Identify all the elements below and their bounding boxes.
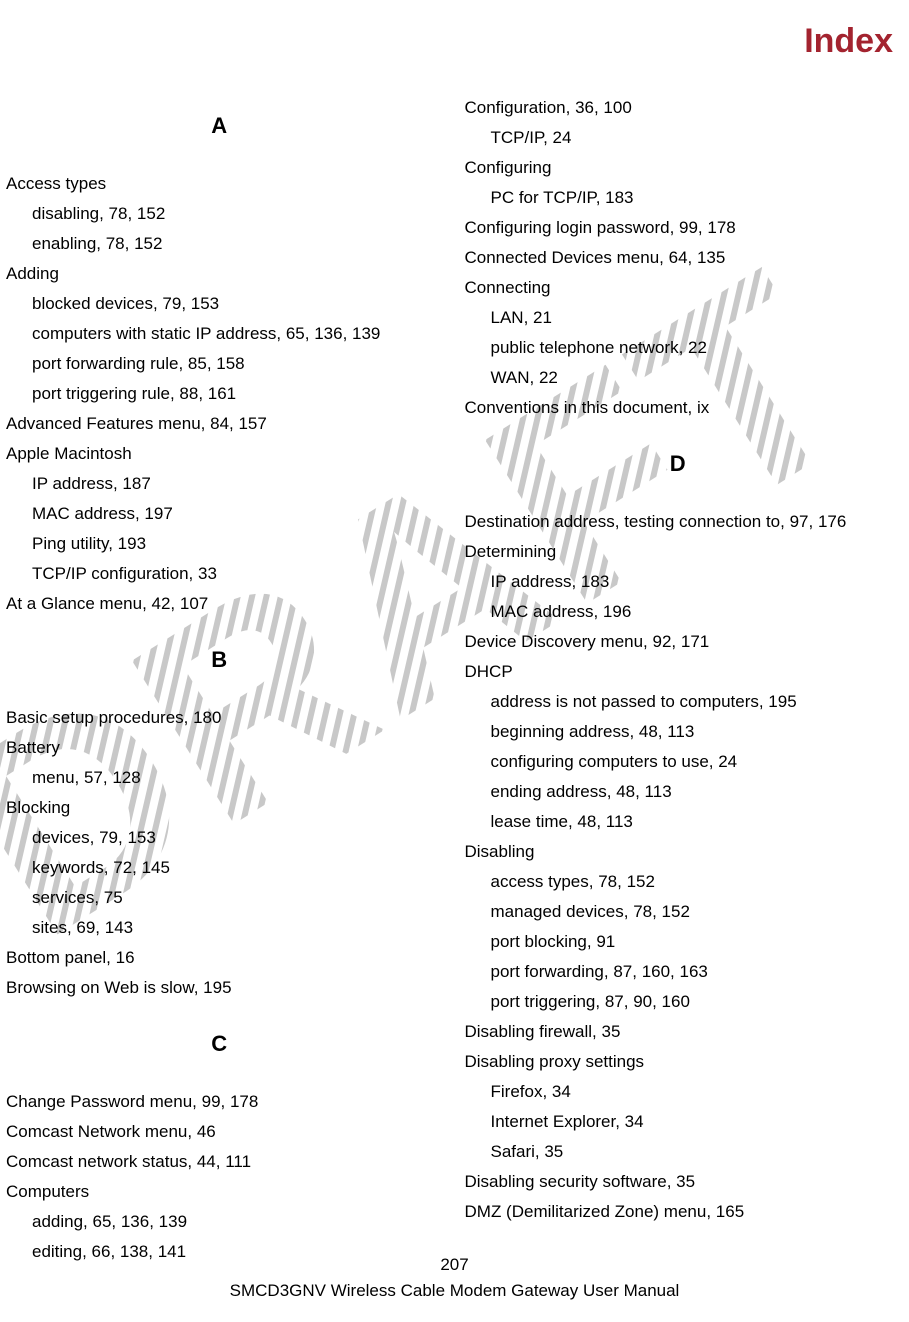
index-subentry: menu, 57, 128 — [6, 763, 433, 793]
index-subentry: LAN, 21 — [465, 303, 892, 333]
index-right-column: Configuration, 36, 100TCP/IP, 24Configur… — [443, 85, 902, 1267]
manual-title: SMCD3GNV Wireless Cable Modem Gateway Us… — [0, 1278, 909, 1304]
index-entry: Determining — [465, 537, 892, 567]
index-subentry: services, 75 — [6, 883, 433, 913]
index-entry: Basic setup procedures, 180 — [6, 703, 433, 733]
index-entry: Blocking — [6, 793, 433, 823]
index-entry: Computers — [6, 1177, 433, 1207]
index-subentry: access types, 78, 152 — [465, 867, 892, 897]
index-entry: Bottom panel, 16 — [6, 943, 433, 973]
index-entry: Destination address, testing connection … — [465, 507, 892, 537]
section-head-a: A — [6, 113, 433, 139]
index-subentry: managed devices, 78, 152 — [465, 897, 892, 927]
index-subentry: WAN, 22 — [465, 363, 892, 393]
index-entry: Access types — [6, 169, 433, 199]
index-entry: Battery — [6, 733, 433, 763]
index-entry: Connected Devices menu, 64, 135 — [465, 243, 892, 273]
index-entry: Disabling proxy settings — [465, 1047, 892, 1077]
index-entry: Advanced Features menu, 84, 157 — [6, 409, 433, 439]
index-entry: Browsing on Web is slow, 195 — [6, 973, 433, 1003]
index-subentry: address is not passed to computers, 195 — [465, 687, 892, 717]
index-entry: Disabling — [465, 837, 892, 867]
index-subentry: MAC address, 196 — [465, 597, 892, 627]
section-head-b: B — [6, 647, 433, 673]
index-entry: Comcast Network menu, 46 — [6, 1117, 433, 1147]
index-subentry: public telephone network, 22 — [465, 333, 892, 363]
index-entry: Device Discovery menu, 92, 171 — [465, 627, 892, 657]
index-entry: Apple Macintosh — [6, 439, 433, 469]
index-entry: Adding — [6, 259, 433, 289]
index-subentry: port blocking, 91 — [465, 927, 892, 957]
index-left-column: A Access typesdisabling, 78, 152enabling,… — [0, 85, 443, 1267]
index-subentry: IP address, 187 — [6, 469, 433, 499]
index-subentry: keywords, 72, 145 — [6, 853, 433, 883]
index-subentry: ending address, 48, 113 — [465, 777, 892, 807]
index-subentry: port triggering, 87, 90, 160 — [465, 987, 892, 1017]
section-head-c: C — [6, 1031, 433, 1057]
index-subentry: TCP/IP, 24 — [465, 123, 892, 153]
index-subentry: IP address, 183 — [465, 567, 892, 597]
index-subentry: lease time, 48, 113 — [465, 807, 892, 837]
page-title: Index — [804, 22, 893, 61]
index-subentry: Firefox, 34 — [465, 1077, 892, 1107]
index-entry: Disabling firewall, 35 — [465, 1017, 892, 1047]
index-entry: Configuration, 36, 100 — [465, 93, 892, 123]
index-entry: Change Password menu, 99, 178 — [6, 1087, 433, 1117]
index-entry: Connecting — [465, 273, 892, 303]
index-subentry: port triggering rule, 88, 161 — [6, 379, 433, 409]
index-entry: Configuring login password, 99, 178 — [465, 213, 892, 243]
page-footer: 207 SMCD3GNV Wireless Cable Modem Gatewa… — [0, 1252, 909, 1304]
index-columns: A Access typesdisabling, 78, 152enabling,… — [0, 85, 901, 1267]
index-entry: DMZ (Demilitarized Zone) menu, 165 — [465, 1197, 892, 1227]
index-subentry: port forwarding, 87, 160, 163 — [465, 957, 892, 987]
index-subentry: sites, 69, 143 — [6, 913, 433, 943]
index-subentry: computers with static IP address, 65, 13… — [6, 319, 433, 349]
index-subentry: MAC address, 197 — [6, 499, 433, 529]
index-subentry: Ping utility, 193 — [6, 529, 433, 559]
spacer — [465, 85, 892, 93]
index-entry: Conventions in this document, ix — [465, 393, 892, 423]
index-subentry: TCP/IP configuration, 33 — [6, 559, 433, 589]
index-subentry: Internet Explorer, 34 — [465, 1107, 892, 1137]
index-subentry: adding, 65, 136, 139 — [6, 1207, 433, 1237]
section-head-d: D — [465, 451, 892, 477]
index-subentry: beginning address, 48, 113 — [465, 717, 892, 747]
index-subentry: port forwarding rule, 85, 158 — [6, 349, 433, 379]
index-subentry: enabling, 78, 152 — [6, 229, 433, 259]
index-subentry: disabling, 78, 152 — [6, 199, 433, 229]
page-number: 207 — [0, 1252, 909, 1278]
index-subentry: blocked devices, 79, 153 — [6, 289, 433, 319]
index-subentry: configuring computers to use, 24 — [465, 747, 892, 777]
index-entry: At a Glance menu, 42, 107 — [6, 589, 433, 619]
index-entry: Disabling security software, 35 — [465, 1167, 892, 1197]
index-entry: DHCP — [465, 657, 892, 687]
index-entry: Configuring — [465, 153, 892, 183]
index-entry: Comcast network status, 44, 111 — [6, 1147, 433, 1177]
index-subentry: devices, 79, 153 — [6, 823, 433, 853]
page: DRAFT Index AAccess typesdisabling, 78, … — [0, 0, 909, 1322]
index-subentry: Safari, 35 — [465, 1137, 892, 1167]
index-subentry: PC for TCP/IP, 183 — [465, 183, 892, 213]
